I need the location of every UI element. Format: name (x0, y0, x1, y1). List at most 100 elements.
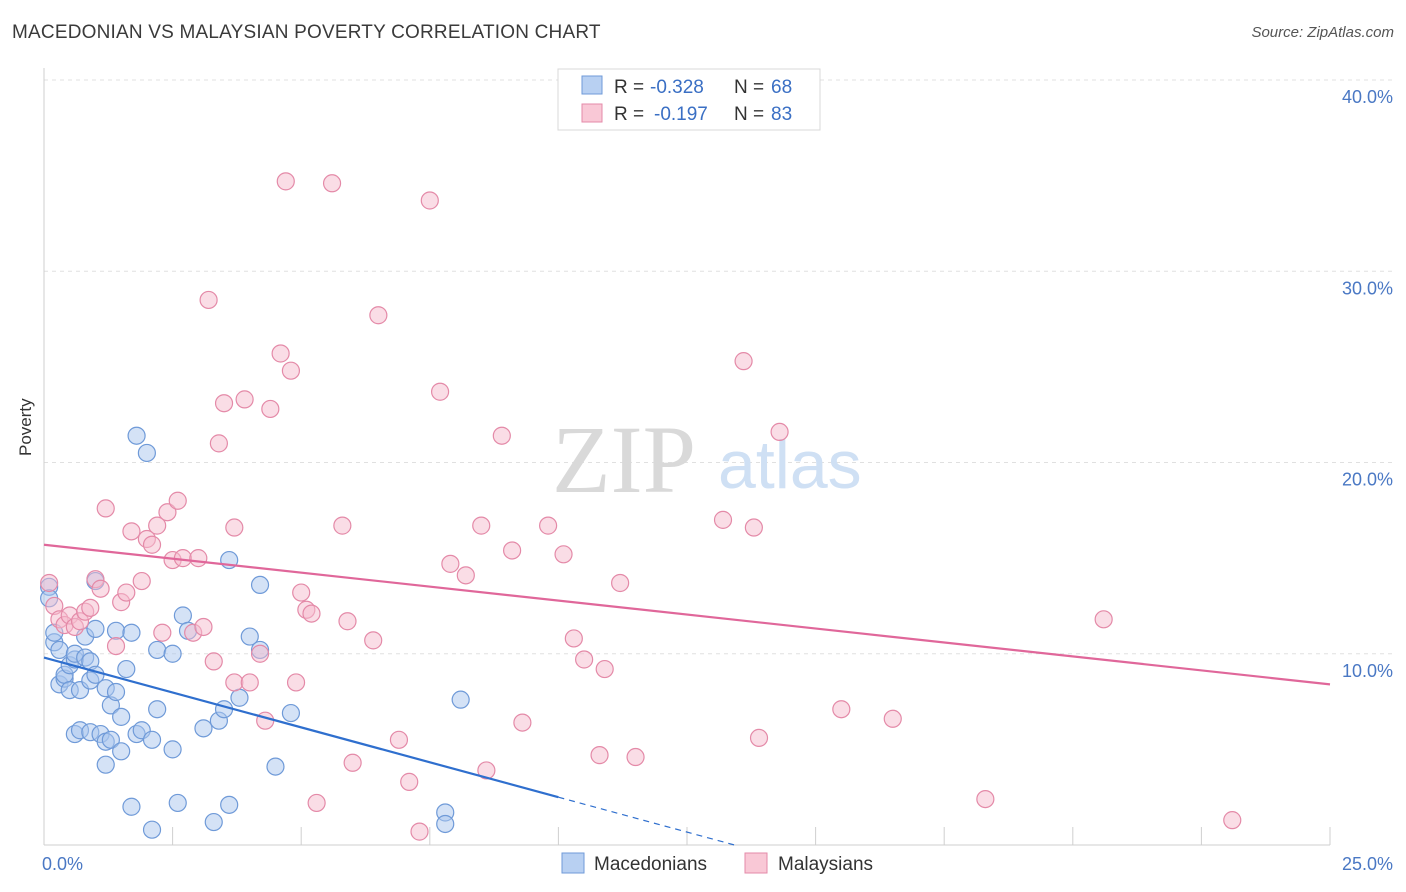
point-malaysians-32 (225, 518, 244, 537)
point-malaysians-62 (492, 426, 511, 445)
stats-legend: R = -0.328 N = 68 R = -0.197 N = 83 (557, 68, 821, 131)
point-malaysians-30 (209, 434, 228, 453)
point-malaysians-52 (369, 306, 388, 325)
point-malaysians-37 (256, 711, 275, 730)
point-malaysians-53 (389, 730, 409, 749)
point-malaysians-29 (204, 652, 223, 671)
point-macedonians-55 (230, 688, 249, 707)
stats-n-value-1: 83 (771, 104, 792, 125)
stats-n-label-1: N = (734, 104, 764, 125)
point-malaysians-41 (281, 361, 301, 380)
point-macedonians-56 (240, 627, 259, 646)
point-malaysians-63 (503, 541, 522, 560)
watermark: ZIP atlas (552, 406, 862, 513)
point-macedonians-46 (168, 793, 187, 813)
point-malaysians-66 (554, 545, 573, 564)
point-macedonians-32 (112, 707, 131, 726)
point-malaysians-70 (595, 659, 614, 679)
point-malaysians-77 (770, 422, 789, 441)
point-macedonians-63 (451, 690, 470, 709)
point-macedonians-45 (163, 644, 182, 663)
point-macedonians-57 (250, 575, 270, 595)
point-macedonians-60 (281, 703, 301, 723)
x-tick-label-min: 0.0% (42, 854, 83, 874)
point-macedonians-25 (96, 755, 115, 774)
point-malaysians-56 (420, 191, 439, 210)
point-malaysians-47 (322, 174, 342, 193)
point-macedonians-31 (112, 742, 131, 761)
point-macedonians-35 (122, 623, 141, 642)
axes (43, 68, 1331, 846)
legend-label-malaysians: Malaysians (778, 854, 873, 875)
stats-r-value-1: -0.197 (654, 104, 708, 125)
point-malaysians-45 (302, 604, 321, 623)
point-macedonians-20 (86, 619, 105, 638)
stats-r-label-1: R = (614, 104, 644, 125)
point-macedonians-40 (142, 730, 162, 749)
point-malaysians-20 (153, 623, 172, 642)
point-malaysians-48 (333, 516, 352, 535)
point-macedonians-43 (148, 640, 167, 660)
point-macedonians-41 (142, 820, 162, 839)
point-malaysians-61 (477, 761, 496, 780)
point-malaysians-15 (122, 522, 141, 541)
trend-line-extension-macedonians (558, 796, 739, 847)
point-malaysians-73 (713, 510, 733, 529)
point-malaysians-11 (96, 499, 115, 518)
point-malaysians-40 (276, 172, 295, 191)
point-macedonians-52 (214, 700, 234, 719)
point-malaysians-8 (81, 598, 100, 617)
y-tick-label-3: 40.0% (1342, 87, 1393, 107)
point-malaysians-34 (235, 390, 254, 409)
stats-swatch-macedonians (581, 75, 603, 95)
point-macedonians-33 (117, 659, 136, 679)
point-malaysians-78 (832, 700, 851, 719)
point-macedonians-49 (194, 719, 213, 738)
point-malaysians-12 (106, 636, 126, 656)
point-malaysians-51 (364, 631, 383, 650)
point-malaysians-55 (410, 822, 429, 841)
point-malaysians-23 (168, 491, 187, 510)
legend-swatch-malaysians (744, 852, 768, 874)
point-malaysians-26 (189, 549, 208, 568)
x-tick-label-max: 25.0% (1342, 854, 1393, 874)
point-malaysians-58 (441, 554, 460, 573)
point-malaysians-75 (744, 518, 763, 537)
point-macedonians-30 (106, 682, 126, 702)
point-macedonians-38 (127, 426, 146, 445)
stats-swatch-malaysians (581, 103, 603, 123)
point-malaysians-36 (250, 644, 270, 663)
point-malaysians-35 (240, 673, 259, 692)
point-malaysians-38 (261, 399, 280, 419)
point-malaysians-27 (194, 617, 213, 637)
point-malaysians-74 (734, 352, 753, 371)
point-malaysians-71 (611, 573, 630, 593)
point-malaysians-50 (343, 753, 362, 772)
point-malaysians-67 (564, 629, 583, 648)
point-macedonians-34 (122, 797, 141, 816)
point-malaysians-42 (286, 673, 306, 692)
series-legend: Macedonians Malaysians (561, 852, 873, 875)
point-malaysians-60 (472, 516, 491, 535)
point-malaysians-69 (590, 746, 609, 765)
chart-title: MACEDONIAN VS MALAYSIAN POVERTY CORRELAT… (12, 22, 601, 43)
point-macedonians-39 (137, 443, 156, 463)
point-malaysians-80 (976, 789, 995, 809)
point-malaysians-33 (225, 673, 244, 692)
trend-line-malaysians (43, 543, 1331, 686)
point-malaysians-21 (158, 503, 177, 522)
point-malaysians-43 (292, 583, 311, 602)
point-malaysians-81 (1094, 610, 1113, 629)
legend-swatch-macedonians (561, 852, 585, 874)
point-malaysians-68 (575, 650, 594, 669)
source-label: Source: ZipAtlas.com (1251, 24, 1394, 41)
watermark-zip: ZIP (552, 406, 696, 513)
stats-n-label-0: N = (734, 77, 764, 98)
y-tick-label-0: 10.0% (1342, 661, 1393, 681)
trend-line-macedonians (43, 656, 559, 799)
point-macedonians-29 (106, 621, 126, 640)
watermark-atlas: atlas (718, 427, 862, 503)
point-malaysians-19 (148, 516, 167, 535)
stats-n-value-0: 68 (771, 77, 792, 98)
